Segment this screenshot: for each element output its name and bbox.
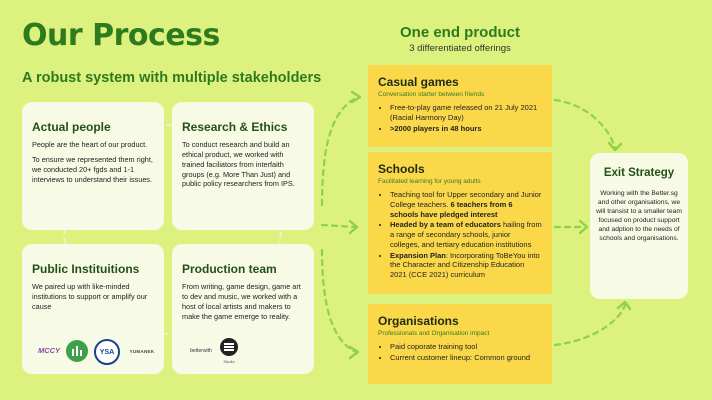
- arrow-path-casual: [320, 95, 360, 207]
- card-title: Actual people: [32, 120, 111, 134]
- arrowhead-schools: [348, 219, 359, 235]
- arrowhead-org-exit: [616, 300, 632, 311]
- bar-chart-icon: [72, 346, 82, 356]
- arrow-path-casual-exit: [553, 98, 617, 150]
- card-title: Research & Ethics: [182, 120, 288, 134]
- betterwith-logo: betterwith: [186, 345, 216, 357]
- offering-bullet: Expansion Plan: Incorporating ToBeYou in…: [390, 251, 542, 280]
- arrowhead-casual-exit: [607, 141, 623, 152]
- arrow-path-organisations: [320, 248, 358, 354]
- yumanek-logo: YUMANEK: [124, 346, 160, 356]
- card-text: To conduct research and build an ethical…: [182, 140, 295, 189]
- studio-icon: [224, 343, 234, 351]
- offering-bullet: >2000 players in 48 hours: [390, 124, 542, 134]
- arrowhead-organisations: [348, 345, 360, 360]
- logo-text: YSA: [99, 348, 115, 356]
- offering-title: Schools: [378, 162, 425, 176]
- offering-casual-games: Casual games Conversation starter betwee…: [368, 65, 552, 147]
- bars-logo: [66, 340, 88, 362]
- offering-tag: Facilitated learning for young adults: [378, 178, 481, 185]
- offering-bullet: Free-to-play game released on 21 July 20…: [390, 103, 542, 123]
- bold-text: >2000 players in 48 hours: [390, 123, 482, 133]
- offering-bullet: Paid coporate training tool: [390, 342, 542, 352]
- product-title: One end product: [400, 24, 520, 41]
- logo-text: YUMANEK: [129, 348, 155, 354]
- card-actual-people: Actual people People are the heart of ou…: [22, 102, 164, 230]
- exit-strategy-card: Exit Strategy Working with the Better.sg…: [590, 153, 688, 299]
- offering-schools: Schools Facilitated learning for young a…: [368, 152, 552, 294]
- page-subtitle: A robust system with multiple stakeholde…: [22, 70, 322, 86]
- arrowhead-schools-exit: [578, 219, 589, 235]
- studio-logo-caption: Studio: [216, 357, 242, 365]
- bold-text: Headed by a team of educators: [390, 220, 501, 230]
- bullet-text: hailing from a range of secondary school…: [390, 220, 542, 249]
- offering-title: Organisations: [378, 314, 459, 328]
- bold-text: 6 teachers from 6 schools have pledged i…: [390, 199, 513, 219]
- studio-logo: [220, 338, 238, 356]
- offering-bullet: Teaching tool for Upper secondary and Ju…: [390, 190, 542, 219]
- card-research-ethics: Research & Ethics To conduct research an…: [172, 102, 314, 230]
- offering-organisations: Organisations Professionals and Organisa…: [368, 304, 552, 384]
- offering-bullet: Headed by a team of educators hailing fr…: [390, 220, 542, 249]
- card-public-institutions: Public Instituitions We paired up with l…: [22, 244, 164, 374]
- exit-text: Working with the Better.sg and other org…: [596, 189, 682, 243]
- card-text: People are the heart of our product.: [32, 140, 148, 149]
- offering-tag: Conversation starter between friends: [378, 91, 485, 98]
- arrow-path-org-exit: [553, 303, 627, 347]
- arrowhead-casual: [350, 90, 362, 104]
- bold-text: Expansion Plan: [390, 250, 446, 260]
- offering-bullet: Current customer lineup: Common ground: [390, 353, 542, 363]
- logo-text: Studio: [223, 358, 235, 364]
- page-title: Our Process: [22, 18, 220, 53]
- card-text: From writing, game design, game art to d…: [182, 282, 301, 321]
- bullet-text: : Incorporating ToBeYou into the Charact…: [390, 250, 540, 280]
- card-title: Public Instituitions: [32, 262, 140, 276]
- offering-tag: Professionals and Organisation impact: [378, 330, 490, 337]
- card-text: To ensure we represented them right, we …: [32, 154, 153, 184]
- logo-text: MCCY: [37, 345, 61, 355]
- mccy-logo: MCCY: [36, 343, 62, 357]
- offering-title: Casual games: [378, 75, 459, 89]
- bullet-text: Teaching tool for Upper secondary and Ju…: [390, 190, 542, 209]
- logo-text: betterwith: [190, 348, 212, 354]
- product-subtitle: 3 differentiated offerings: [409, 43, 511, 54]
- card-production-team: Production team From writing, game desig…: [172, 244, 314, 374]
- ysa-logo: YSA: [94, 339, 120, 365]
- card-text: We paired up with like-minded institutio…: [32, 282, 148, 311]
- exit-title: Exit Strategy: [603, 167, 675, 179]
- card-title: Production team: [182, 262, 277, 276]
- arrow-path-schools: [320, 223, 357, 229]
